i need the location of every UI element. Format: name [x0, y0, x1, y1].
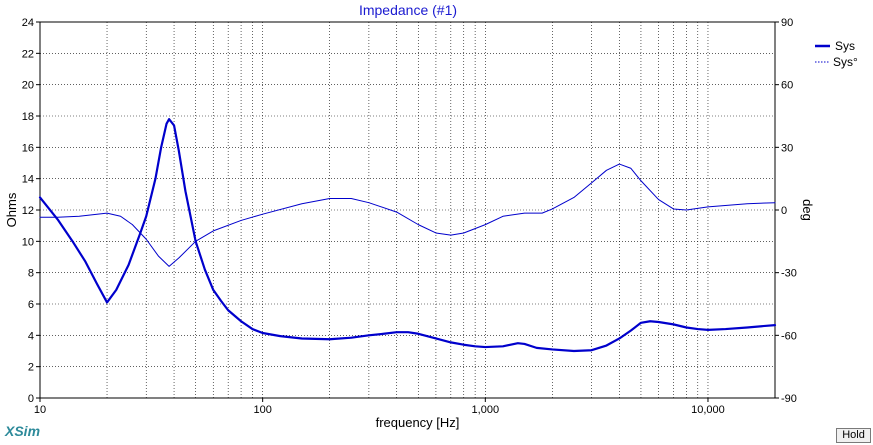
legend-item-sys: Sys	[835, 39, 855, 53]
y2-tick-label: 0	[781, 205, 787, 217]
y-tick-label: 22	[22, 48, 34, 60]
x-tick-label: 100	[253, 404, 271, 416]
y-tick-label: 6	[28, 299, 34, 311]
y2-tick-label: 30	[781, 142, 793, 154]
y-tick-label: 20	[22, 80, 34, 92]
y2-tick-label: 60	[781, 80, 793, 92]
y-tick-label: 24	[22, 17, 34, 29]
y2-tick-label: -90	[781, 393, 797, 405]
y-tick-label: 16	[22, 142, 34, 154]
y-tick-label: 10	[22, 236, 34, 248]
y-tick-label: 8	[28, 268, 34, 280]
x-tick-label: 10	[34, 404, 46, 416]
grid	[40, 22, 775, 398]
hold-button[interactable]: Hold	[836, 428, 871, 443]
y2-axis-label: deg	[800, 199, 815, 221]
y-tick-label: 12	[22, 205, 34, 217]
y-tick-label: 2	[28, 362, 34, 374]
legend-item-sys-phase: Sys°	[833, 55, 858, 69]
chart-title: Impedance (#1)	[359, 2, 457, 18]
x-axis-label: frequency [Hz]	[376, 415, 460, 430]
y-tick-label: 14	[22, 174, 34, 186]
y-axis-label: Ohms	[4, 192, 19, 227]
y-tick-label: 0	[28, 393, 34, 405]
y2-tick-label: 90	[781, 17, 793, 29]
brand-logo: XSim	[5, 423, 41, 439]
x-tick-label: 1,000	[472, 404, 500, 416]
x-tick-label: 10,000	[691, 404, 725, 416]
y-tick-label: 4	[28, 330, 34, 342]
legend: Sys Sys°	[815, 39, 858, 69]
y2-tick-label: -30	[781, 268, 797, 280]
series-line-sys-phase	[39, 163, 776, 267]
y2-tick-label: -60	[781, 330, 797, 342]
series-line-sys	[38, 118, 777, 353]
y-tick-label: 18	[22, 111, 34, 123]
